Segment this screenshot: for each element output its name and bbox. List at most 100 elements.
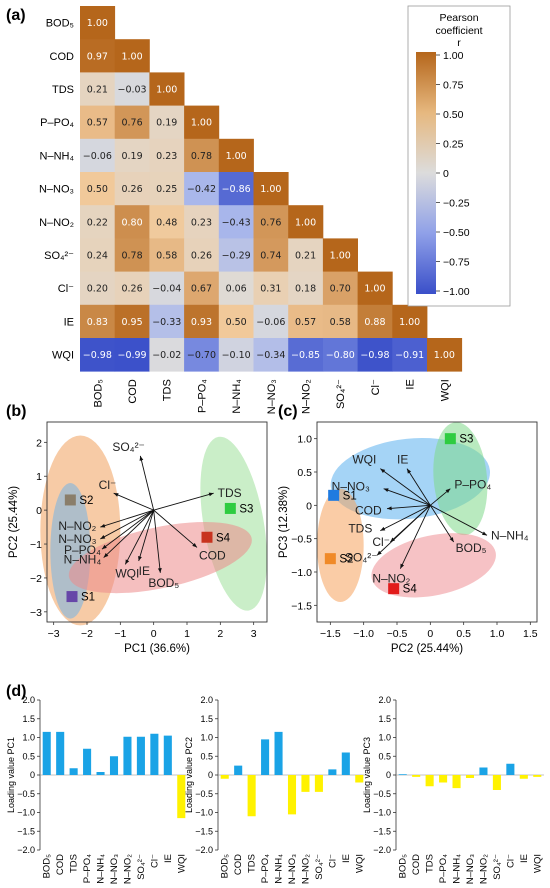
bar-category-label: BOD₅ (220, 854, 231, 879)
colorbar-tick-label: 0 (443, 168, 449, 180)
y-tick-label: −2.0 (17, 845, 35, 855)
bar-category-label: N–NO₃ (465, 854, 476, 884)
vector-arrowhead (400, 563, 405, 569)
y-tick-label: 1.5 (378, 714, 391, 724)
heatmap-cell-value: 0.57 (295, 317, 316, 328)
vector-label: TDS (218, 486, 242, 500)
loading-bar (83, 748, 92, 775)
heatmap-cell-value: 0.67 (191, 284, 212, 295)
heatmap-cell-value: −0.99 (117, 350, 146, 361)
heatmap-cell (114, 138, 150, 173)
heatmap-cell-value: 0.25 (156, 184, 177, 195)
heatmap-cell (322, 304, 358, 339)
heatmap-cell-value: −0.02 (152, 350, 181, 361)
x-tick-label: 0 (427, 628, 433, 640)
heatmap-cell-value: 0.78 (121, 251, 142, 262)
heatmap-cell (80, 304, 116, 339)
heatmap-cell-value: 0.19 (156, 118, 177, 129)
site-marker (444, 433, 456, 445)
loading-bar (314, 775, 323, 792)
heatmap-cell-value: −0.10 (222, 350, 251, 361)
y-tick-label: −1.0 (291, 567, 312, 579)
loading-bar (492, 775, 501, 790)
x-tick-label: 0 (151, 628, 157, 640)
vector-arrowhead (125, 559, 130, 565)
y-tick-label: −1.0 (17, 808, 35, 818)
y-tick-label: 1.0 (297, 434, 312, 446)
loading-vector (383, 488, 431, 506)
heatmap-cell-value: 1.00 (121, 51, 142, 62)
bar-category-label: IE (519, 854, 530, 863)
heatmap-cell (80, 205, 116, 239)
x-tick-label: 0.5 (456, 628, 471, 640)
vector-label: N–NO₃ (332, 480, 370, 494)
column-label: Cl⁻ (370, 379, 382, 395)
site-marker (328, 489, 340, 501)
heatmap-cell-value: 0.26 (191, 251, 212, 262)
y-tick-label: 1 (36, 471, 42, 483)
row-label: BOD₅ (46, 18, 74, 30)
colorbar-gradient (416, 52, 436, 294)
heatmap-cell-value: 0.26 (121, 284, 142, 295)
heatmap-cell (218, 138, 254, 173)
site-label: S3 (459, 434, 473, 446)
y-axis-title: Loading value PC1 (6, 737, 16, 813)
bar-category-label: N–NH₄ (452, 854, 463, 884)
heatmap-cell (392, 338, 428, 372)
loading-bar (247, 775, 256, 817)
bar-category-label: TDS (247, 854, 258, 873)
heatmap-cell (114, 39, 150, 73)
site-marker (201, 531, 213, 543)
vector-label: IE (397, 453, 408, 467)
heatmap-cell-value: 0.78 (191, 151, 212, 162)
heatmap-cell (114, 105, 150, 140)
x-tick-label: −1 (114, 628, 126, 640)
heatmap-cell (184, 172, 220, 206)
heatmap-cell-value: 0.19 (121, 151, 142, 162)
y-tick-label: 1.5 (200, 714, 213, 724)
loading-bar (274, 731, 283, 775)
column-label: SO₄²⁻ (335, 379, 347, 409)
heatmap-cell-value: −0.34 (256, 350, 285, 361)
bar-category-label: Cl⁻ (505, 854, 516, 868)
pca-biplot-pc1-pc2: −3 −2 −1 0 1 2 3 2 1 0 −1 −2 −3 PC1 (36.6%) PC2 (25.44… (8, 421, 268, 655)
site-marker (66, 591, 78, 603)
heatmap-cell (218, 304, 254, 339)
y-tick-label: 0.5 (22, 751, 35, 761)
colorbar-tick-label: −1.00 (443, 286, 470, 298)
heatmap-cell (357, 338, 393, 372)
x-tick-label: −0.5 (387, 628, 408, 640)
vector-label: COD (355, 504, 382, 518)
vector-arrowhead (102, 544, 107, 550)
heatmap-cell (427, 338, 463, 372)
heatmap-cell-value: 0.23 (191, 217, 212, 228)
y-tick-label: −1.5 (17, 826, 35, 836)
loading-vector (139, 455, 155, 511)
loading-vector (430, 504, 488, 536)
heatmap-cell-value: 1.00 (260, 184, 281, 195)
column-label: WQI (439, 379, 451, 401)
loading-bar (163, 735, 172, 775)
heatmap-cell (322, 338, 358, 372)
loading-vector (113, 492, 154, 511)
site-label: S2 (339, 554, 353, 566)
y-tick-label: −1.0 (195, 808, 213, 818)
y-tick-label: −2 (30, 573, 42, 585)
heatmap-cell (80, 172, 116, 206)
bar-category-label: P–PO₄ (438, 854, 449, 883)
site-marker (388, 583, 400, 595)
heatmap-cell (80, 72, 116, 106)
heatmap-cell-value: 0.18 (295, 284, 316, 295)
column-label: COD (127, 379, 139, 404)
heatmap-cell (253, 238, 289, 272)
bar-category-label: TDS (425, 854, 436, 873)
colorbar-title-3: r (457, 37, 461, 49)
heatmap-cell-value: −0.43 (222, 217, 251, 228)
bar-category-label: N–NO₂ (122, 854, 133, 884)
vector-arrowhead (100, 523, 106, 528)
heatmap-cell-value: 1.00 (330, 251, 351, 262)
heatmap-cell (253, 271, 289, 306)
bar-category-label: N–NO₃ (109, 854, 120, 884)
heatmap-cell-value: −0.70 (187, 350, 216, 361)
heatmap-cell (114, 304, 150, 339)
